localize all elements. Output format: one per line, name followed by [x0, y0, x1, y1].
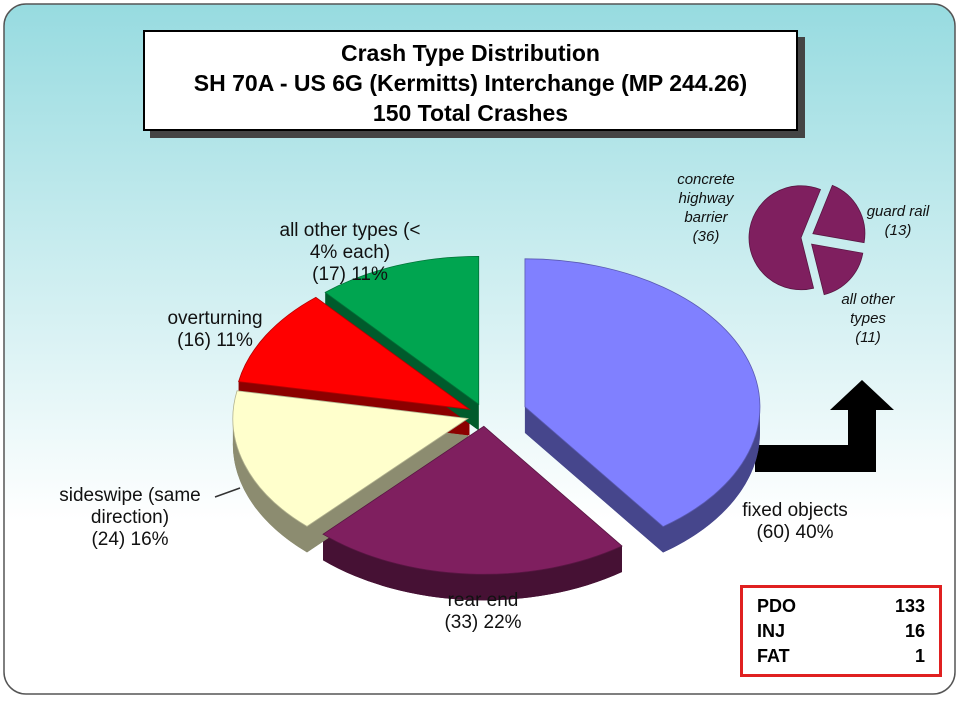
table-cell: PDO	[757, 596, 797, 616]
category-label: all other types	[841, 291, 895, 327]
slice-side	[663, 406, 760, 553]
pies	[232, 184, 866, 601]
category-label: guard rail	[866, 203, 930, 220]
slice-label: concrete highway barrier (36)	[661, 170, 751, 246]
value-label: (17) 11%	[312, 264, 388, 285]
arrow	[755, 380, 894, 472]
category-label: fixed objects	[742, 500, 848, 521]
value-label: (60) 40%	[756, 522, 834, 543]
value-label: (33) 22%	[444, 612, 522, 633]
slice-label: fixed objects (60) 40%	[695, 500, 895, 544]
value-label: (24) 16%	[91, 529, 169, 550]
slice-label: guard rail (13)	[853, 202, 943, 240]
table-row: FAT 1	[757, 644, 925, 669]
severity-table: PDO 133 INJ 16 FAT 1	[740, 585, 942, 677]
chart-title: Crash Type Distribution	[341, 40, 600, 66]
slice-side	[232, 418, 308, 553]
value-label: (16) 11%	[177, 330, 253, 351]
category-label: overturning	[167, 308, 263, 329]
leader-line	[214, 487, 241, 498]
category-label: sideswipe (same direction)	[59, 485, 201, 528]
value-label: (11)	[855, 329, 881, 346]
slice-label: all other types (11)	[828, 290, 908, 347]
chart-note: 150 Total Crashes	[372, 100, 569, 126]
slice-side	[323, 534, 622, 601]
chart-subtitle: SH 70A - US 6G (Kermitts) Interchange (M…	[193, 70, 748, 96]
slice-label: rear end (33) 22%	[403, 590, 563, 634]
title-box: Crash Type Distribution SH 70A - US 6G (…	[143, 30, 798, 131]
slice-label: all other types (< 4% each) (17) 11%	[275, 220, 425, 286]
slice	[812, 184, 866, 244]
value-label: (13)	[884, 222, 912, 239]
slice	[324, 255, 480, 406]
value-label: (36)	[692, 228, 720, 245]
category-label: concrete highway barrier	[677, 171, 735, 226]
table-cell: 16	[904, 621, 925, 641]
table-row: PDO 133	[757, 594, 925, 619]
table-cell: INJ	[757, 621, 786, 641]
slice-side	[524, 406, 664, 553]
slice	[322, 425, 623, 575]
panel	[3, 3, 956, 695]
table-cell: 1	[914, 646, 925, 666]
category-label: rear end	[447, 590, 519, 611]
slice-label: overturning (16) 11%	[135, 308, 295, 352]
slice	[748, 185, 822, 291]
slice	[524, 258, 761, 528]
slice	[232, 390, 469, 527]
slice-label: sideswipe (same direction) (24) 16%	[35, 485, 225, 551]
slice	[238, 296, 471, 410]
table-cell: 133	[894, 596, 925, 616]
category-label: all other types (< 4% each)	[279, 220, 421, 263]
table-cell: FAT	[757, 646, 790, 666]
table-row: INJ 16	[757, 619, 925, 644]
slice	[811, 243, 864, 296]
